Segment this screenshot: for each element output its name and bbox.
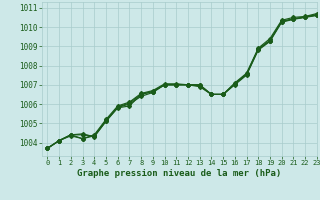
- X-axis label: Graphe pression niveau de la mer (hPa): Graphe pression niveau de la mer (hPa): [77, 169, 281, 178]
